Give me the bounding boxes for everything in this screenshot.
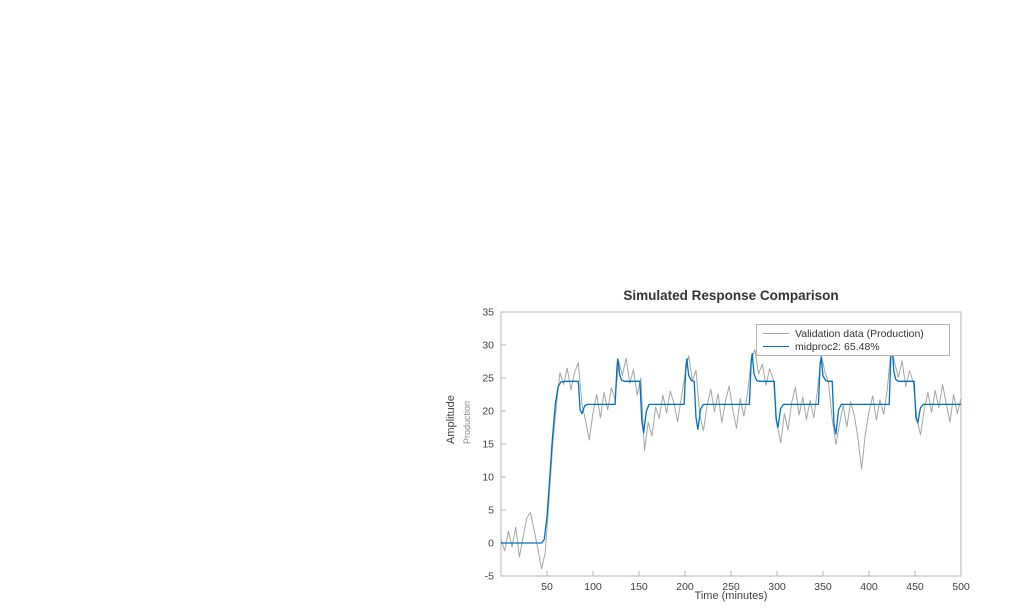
y-tick-label: 10 bbox=[482, 472, 494, 484]
legend-entry-model: midproc2: 65.48% bbox=[763, 340, 949, 353]
y-tick-label: 30 bbox=[482, 340, 494, 352]
x-tick-label: 350 bbox=[814, 581, 832, 593]
x-tick-label: 250 bbox=[722, 581, 740, 593]
validation-line-swatch bbox=[763, 333, 789, 334]
x-tick-label: 300 bbox=[768, 581, 786, 593]
model-output-line bbox=[501, 341, 961, 544]
chart-title: Simulated Response Comparison bbox=[623, 288, 839, 303]
legend-label-validation: Validation data (Production) bbox=[795, 327, 924, 340]
y-tick-label: 15 bbox=[482, 439, 494, 451]
y-tick-label: 35 bbox=[482, 307, 494, 319]
y-tick-label: -5 bbox=[485, 571, 494, 583]
y-tick-label: 20 bbox=[482, 406, 494, 418]
x-tick-label: 150 bbox=[630, 581, 648, 593]
x-tick-label: 500 bbox=[952, 581, 970, 593]
legend-entry-validation: Validation data (Production) bbox=[763, 327, 949, 340]
x-tick-label: 100 bbox=[584, 581, 602, 593]
x-tick-label: 200 bbox=[676, 581, 694, 593]
y-tick-label: 5 bbox=[488, 505, 494, 517]
x-tick-label: 400 bbox=[860, 581, 878, 593]
legend-label-model: midproc2: 65.48% bbox=[795, 340, 880, 353]
x-tick-label: 450 bbox=[906, 581, 924, 593]
x-tick-label: 50 bbox=[541, 581, 553, 593]
validation-data-line bbox=[500, 345, 962, 570]
y-tick-label: 25 bbox=[482, 373, 494, 385]
legend: Validation data (Production) midproc2: 6… bbox=[756, 324, 950, 356]
model-line-swatch bbox=[763, 346, 789, 347]
x-axis-label: Time (minutes) bbox=[694, 590, 768, 602]
y-tick-label: 0 bbox=[488, 538, 494, 550]
